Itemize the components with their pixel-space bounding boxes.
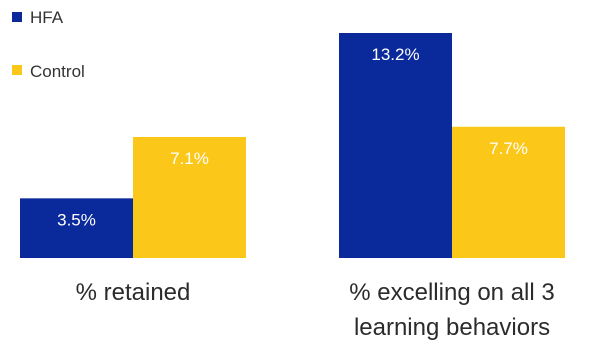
legend-label-control: Control	[30, 62, 85, 81]
category-label-1-line-0: % excelling on all 3	[349, 279, 554, 306]
bar-hfa-1	[339, 33, 452, 258]
legend-swatch-control	[12, 65, 22, 75]
category-labels-group: % retained % excelling on all 3 learning b…	[76, 279, 555, 341]
bar-control-1	[452, 126, 565, 258]
value-label-control-1: 7.7%	[489, 139, 528, 158]
bar-control-0	[133, 136, 246, 258]
value-label-hfa-0: 3.5%	[57, 210, 96, 229]
value-labels-group: 3.5% 7.1% 13.2% 7.7%	[57, 45, 528, 229]
value-label-hfa-1: 13.2%	[371, 45, 419, 64]
legend: HFA Control	[12, 8, 85, 81]
category-label-1-line-1: learning behaviors	[354, 314, 550, 341]
value-label-control-0: 7.1%	[170, 149, 209, 168]
legend-label-hfa: HFA	[30, 8, 64, 27]
legend-swatch-hfa	[12, 12, 22, 22]
bar-hfa-0	[20, 198, 133, 258]
category-label-0-line-0: % retained	[76, 279, 191, 306]
bars-group	[20, 33, 565, 258]
